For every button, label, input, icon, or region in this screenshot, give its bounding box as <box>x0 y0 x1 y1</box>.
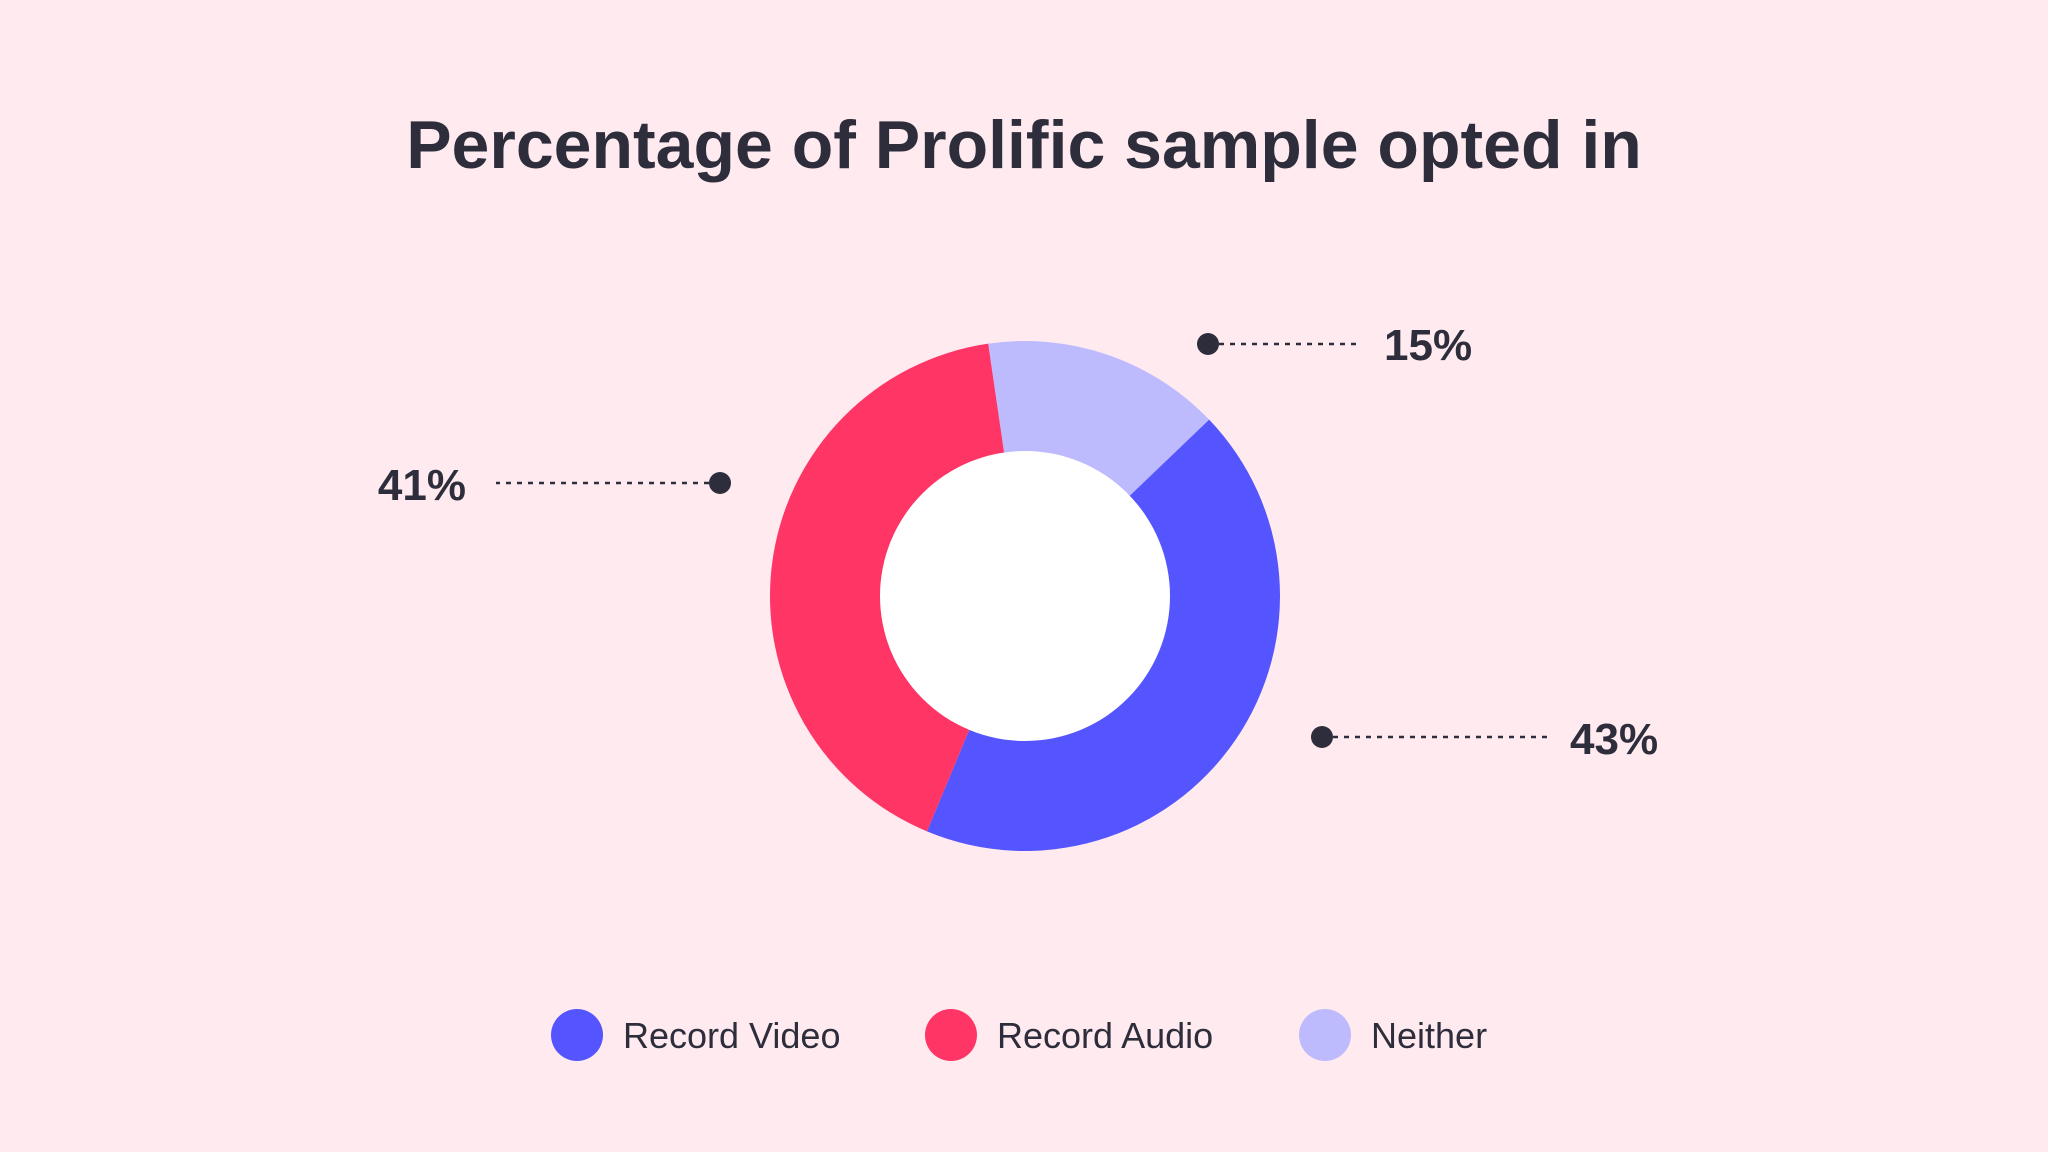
leader-dot-neither <box>1197 333 1219 355</box>
legend-label-record-audio: Record Audio <box>997 1015 1213 1056</box>
legend-label-record-video: Record Video <box>623 1015 840 1056</box>
value-callouts: 15% 41% 43% <box>378 321 1658 764</box>
legend-item-record-audio: Record Audio <box>925 1009 1213 1061</box>
legend-item-neither: Neither <box>1299 1009 1487 1061</box>
chart-title: Percentage of Prolific sample opted in <box>406 107 1642 183</box>
legend-item-record-video: Record Video <box>551 1009 840 1061</box>
legend-label-neither: Neither <box>1371 1015 1487 1056</box>
value-label-record-audio: 41% <box>378 461 466 510</box>
legend-swatch-record-video <box>551 1009 603 1061</box>
donut-hole <box>880 451 1170 741</box>
legend-swatch-record-audio <box>925 1009 977 1061</box>
leader-dot-record-video <box>1311 726 1333 748</box>
legend: Record Video Record Audio Neither <box>551 1009 1487 1061</box>
value-label-neither: 15% <box>1384 321 1472 370</box>
legend-swatch-neither <box>1299 1009 1351 1061</box>
value-label-record-video: 43% <box>1570 715 1658 764</box>
leader-dot-record-audio <box>709 472 731 494</box>
